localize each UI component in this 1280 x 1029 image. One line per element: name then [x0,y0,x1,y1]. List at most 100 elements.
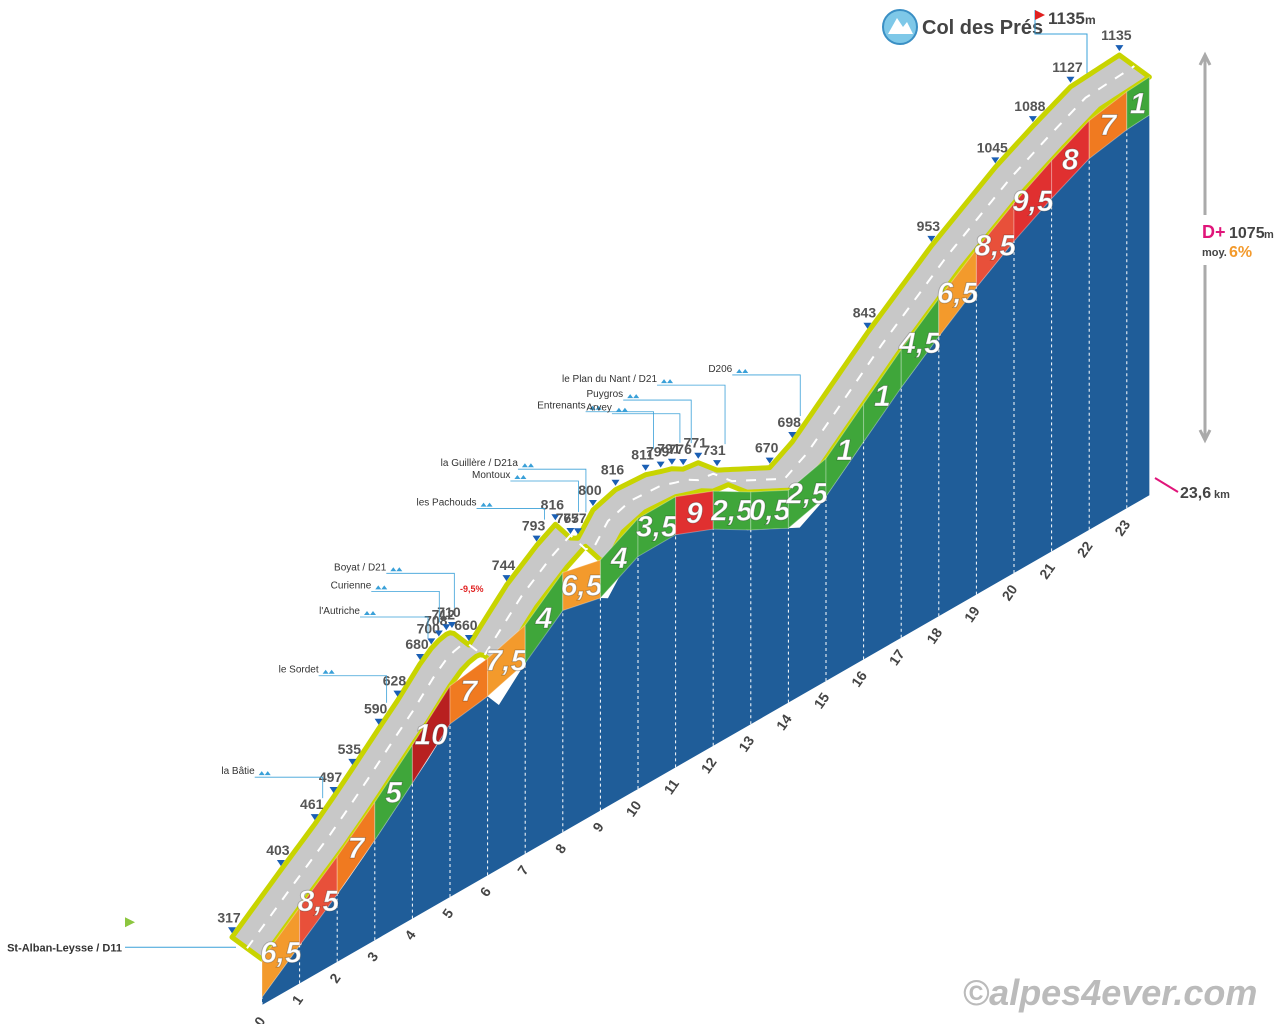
altitude-label: 800 [578,482,602,498]
altitude-label: 793 [522,518,546,534]
gradient-label: 4 [535,602,553,635]
average-label: moy. [1202,247,1227,259]
altitude-label: 497 [319,769,343,785]
altitude-label: 1127 [1052,59,1083,75]
place-icon [258,771,271,776]
gradient-label: 2,5 [710,495,754,528]
gradient-segment [336,800,376,896]
x-tick-label: 13 [735,733,757,755]
altitude-marker [1066,76,1075,83]
gradient-segment [938,247,977,339]
gradient-label: 1 [1130,87,1147,120]
x-tick-label: 0 [251,1013,269,1024]
altitude-label: 757 [563,510,587,526]
summit-leader [1034,10,1088,78]
altitude-label: 461 [300,796,324,812]
gradient-label: 1 [836,434,853,467]
altitude-marker [228,927,236,934]
altitude-label: 712 [432,606,456,622]
gradient-segment [1126,76,1150,131]
altitude-marker [348,758,357,765]
place-leader [318,675,388,703]
place-leader [360,616,429,638]
place-label: la Guillère / D21a [441,458,519,469]
gradient-segment [374,743,413,842]
place-leader [585,411,654,449]
place-icon [375,585,388,590]
gradient-label: 10 [415,719,449,752]
x-tick-label: 14 [773,711,795,733]
average-value: 6% [1229,244,1252,261]
gradient-label: 8,5 [298,885,341,918]
place-label: Curienne [331,580,372,591]
gradient-label: 1 [874,380,891,413]
altitude-marker [566,527,575,534]
gradient-segment [599,517,639,600]
gradient-label: 6,5 [937,277,980,310]
x-tick-label: 23 [1111,517,1133,539]
place-icon [736,368,749,373]
summit-unit: m [1085,13,1096,27]
altitude-label: 811 [631,447,654,463]
altitude-label: 731 [702,442,726,458]
place-icon [661,379,674,384]
place-label: Arvey [586,403,612,414]
gradient-label: 7 [348,832,366,865]
distance-leader [1154,477,1179,493]
gradient-label: 7 [460,675,478,708]
altitude-label: 628 [383,673,407,689]
place-icon [364,610,376,615]
profile: 012345678910111213141516171819202122236,… [7,27,1152,1029]
altitude-marker [310,814,319,821]
altitude-marker [863,322,872,329]
place-label: l'Autriche [319,606,360,617]
altitude-marker [374,718,383,725]
altitude-label: 317 [217,909,241,925]
altitude-marker [656,461,665,468]
x-tick-label: 9 [589,819,607,835]
gradient-label: 8 [1062,144,1079,177]
altitude-marker [991,157,1000,164]
x-tick-label: 8 [552,841,570,857]
altitude-label: 816 [541,496,565,512]
place-leader [386,572,455,609]
gradient-label: 8,5 [974,229,1017,262]
x-tick-label: 11 [660,776,682,797]
gain-label: D+ [1202,222,1226,242]
altitude-label: 953 [917,218,941,234]
altitude-label: 791 [657,441,681,457]
x-tick-label: 19 [961,603,983,625]
place-leader [476,508,545,520]
gradient-label: 0,5 [749,494,792,527]
distance-value: 23,6 [1180,485,1211,502]
place-label: la Bâtie [221,766,255,777]
altitude-marker [427,638,436,645]
chart-title: Col des Prés [922,17,1043,39]
place-icon [627,394,640,399]
altitude-label: 660 [454,617,478,633]
altitude-marker [765,457,774,464]
gradient-label: 7 [1100,109,1118,142]
altitude-marker [788,431,797,438]
road-centerline [246,65,1135,949]
x-tick-label: 6 [476,884,494,900]
gradient-label: 2,5 [785,477,829,510]
x-tick-label: 17 [886,646,908,668]
gradient-label: 9,5 [1012,185,1055,218]
x-tick-label: 21 [1036,560,1058,582]
x-tick-label: 7 [514,862,532,878]
x-tick-label: 3 [364,949,382,965]
place-label: le Sordet [279,665,319,676]
gain-value: 1075 [1229,225,1265,242]
altitude-marker [532,535,541,542]
altitude-label: 1135 [1101,27,1132,43]
altitude-label: 403 [266,842,290,858]
altitude-label: 767 [556,510,580,526]
x-tick-label: 2 [326,970,344,986]
altitude-marker [447,621,456,628]
place-label: les Pachouds [417,498,477,509]
x-tick-label: 12 [698,754,720,776]
altitude-marker [434,630,443,637]
gradient-label: 6,5 [561,569,604,602]
